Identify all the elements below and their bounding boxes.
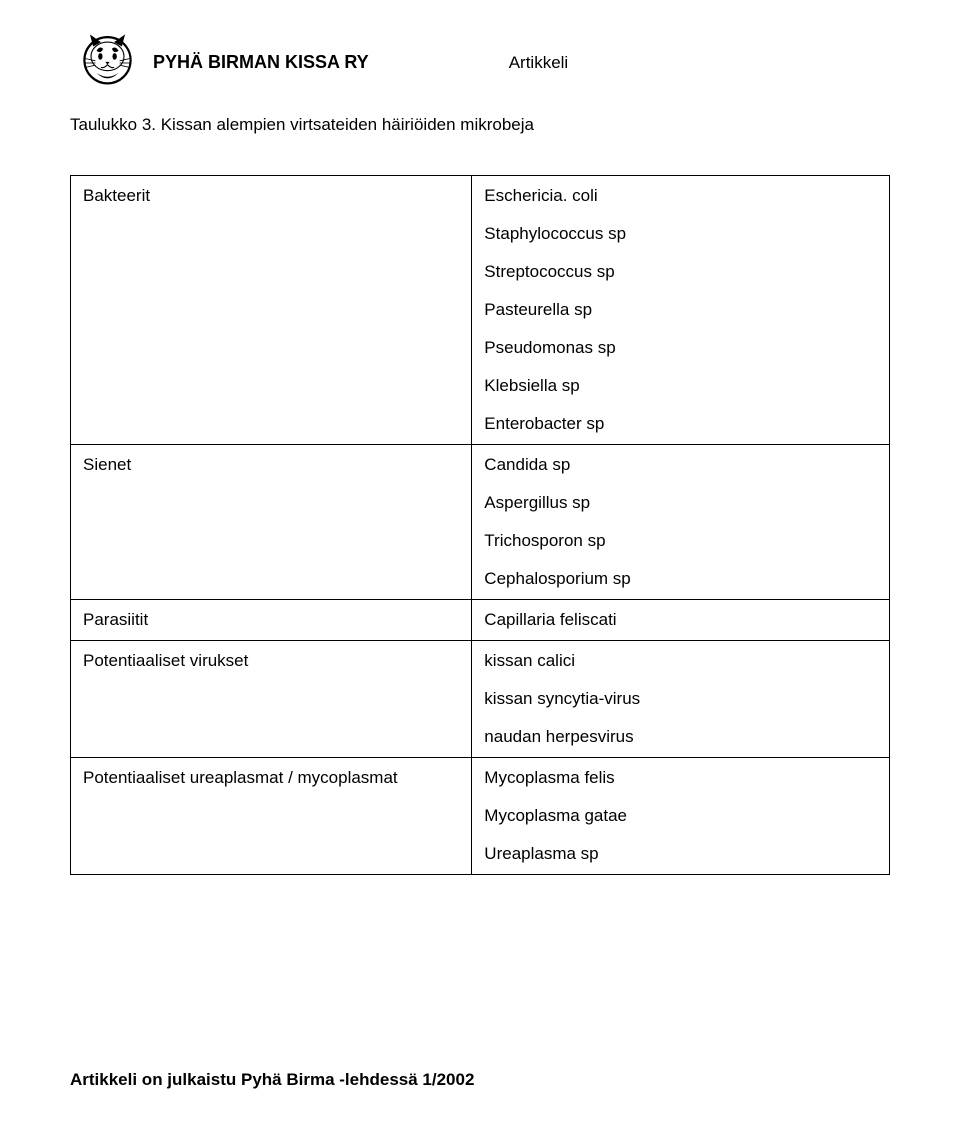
list-item: Pseudomonas sp [484, 338, 877, 358]
list-item: Ureaplasma sp [484, 844, 877, 864]
document-type: Artikkeli [509, 53, 569, 73]
table-title: Taulukko 3. Kissan alempien virtsateiden… [70, 115, 890, 135]
list-item: Cephalosporium sp [484, 569, 877, 589]
list-item: Mycoplasma felis [484, 768, 877, 788]
page-header: PYHÄ BIRMAN KISSA RY Artikkeli [80, 30, 890, 85]
list-item: Candida sp [484, 455, 877, 475]
list-item: naudan herpesvirus [484, 727, 877, 747]
list-item: Capillaria feliscati [484, 610, 877, 630]
header-text-row: PYHÄ BIRMAN KISSA RY Artikkeli [153, 30, 568, 73]
table-row: Bakteerit Eschericia. coli Staphylococcus … [71, 176, 890, 445]
table-cell-items: Mycoplasma felis Mycoplasma gatae Ureaplas… [472, 758, 890, 875]
table-cell-category: Bakteerit [71, 176, 472, 445]
list-item: kissan calici [484, 651, 877, 671]
list-item: Klebsiella sp [484, 376, 877, 396]
organization-name: PYHÄ BIRMAN KISSA RY [153, 52, 369, 73]
footer-text: Artikkeli on julkaistu Pyhä Birma -lehde… [70, 1070, 474, 1090]
list-item: Streptococcus sp [484, 262, 877, 282]
table-cell-category: Sienet [71, 445, 472, 600]
table-cell-category: Potentiaaliset virukset [71, 641, 472, 758]
list-item: Mycoplasma gatae [484, 806, 877, 826]
list-item: Eschericia. coli [484, 186, 877, 206]
table-cell-items: Capillaria feliscati [472, 600, 890, 641]
table-row: Sienet Candida sp Aspergillus sp Trichospor… [71, 445, 890, 600]
table-cell-category: Parasiitit [71, 600, 472, 641]
list-item: kissan syncytia-virus [484, 689, 877, 709]
table-row: Parasiitit Capillaria feliscati [71, 600, 890, 641]
list-item: Aspergillus sp [484, 493, 877, 513]
cat-logo-icon [80, 30, 135, 85]
table-cell-items: Candida sp Aspergillus sp Trichosporon sp C… [472, 445, 890, 600]
list-item: Staphylococcus sp [484, 224, 877, 244]
table-row: Potentiaaliset ureaplasmat / mycoplasmat… [71, 758, 890, 875]
microbes-table: Bakteerit Eschericia. coli Staphylococcus … [70, 175, 890, 875]
table-cell-items: Eschericia. coli Staphylococcus sp Strepto… [472, 176, 890, 445]
table-row: Potentiaaliset viruksetkissan calicikiss… [71, 641, 890, 758]
list-item: Enterobacter sp [484, 414, 877, 434]
table-cell-category: Potentiaaliset ureaplasmat / mycoplasmat [71, 758, 472, 875]
list-item: Pasteurella sp [484, 300, 877, 320]
list-item: Trichosporon sp [484, 531, 877, 551]
table-cell-items: kissan calici kissan syncytia-virus naudan… [472, 641, 890, 758]
